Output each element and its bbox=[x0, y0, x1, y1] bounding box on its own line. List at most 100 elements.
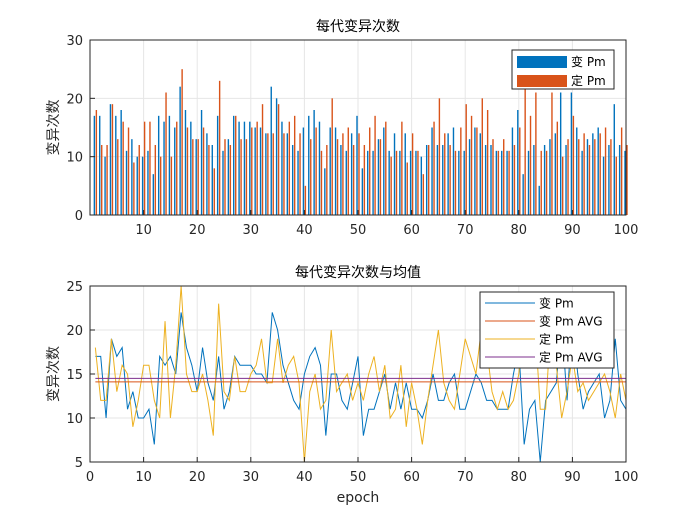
bar-bian-pm bbox=[184, 110, 187, 215]
bar-ding-pm bbox=[524, 86, 526, 216]
bar-bian-pm bbox=[350, 133, 353, 215]
bar-ding-pm bbox=[122, 121, 124, 215]
bar-bian-pm bbox=[484, 145, 487, 215]
bar-bian-pm bbox=[291, 145, 294, 215]
bar-bian-pm bbox=[608, 145, 610, 215]
bar-chart-legend: 变 Pm 定 Pm bbox=[511, 49, 615, 90]
bar-bian-pm bbox=[270, 86, 272, 216]
bar-ding-pm bbox=[438, 98, 441, 215]
bar-bian-pm bbox=[517, 110, 519, 215]
bar-ding-pm bbox=[111, 104, 114, 215]
bar-ding-pm bbox=[411, 133, 414, 215]
bar-ding-pm bbox=[186, 127, 189, 215]
bar-legend-label: 定 Pm bbox=[571, 73, 606, 88]
bar-ding-pm bbox=[620, 127, 623, 215]
line-legend-label: 变 Pm bbox=[539, 296, 574, 311]
bar-ding-pm bbox=[390, 156, 392, 215]
bar-ding-pm bbox=[508, 150, 510, 215]
bar-bian-pm bbox=[297, 150, 299, 215]
bar-bian-pm bbox=[602, 156, 605, 215]
bar-bian-pm bbox=[549, 139, 551, 215]
bar-chart-y-tick-label: 30 bbox=[66, 34, 83, 49]
bar-bian-pm bbox=[420, 156, 423, 215]
bar-bian-pm bbox=[302, 127, 305, 215]
bar-bian-pm bbox=[259, 127, 262, 215]
bar-ding-pm bbox=[401, 121, 403, 215]
bar-ding-pm bbox=[159, 156, 162, 215]
bar-bian-pm bbox=[254, 127, 256, 215]
bar-ding-pm bbox=[336, 139, 339, 215]
line-chart-axes: 0 10 20 30 40 50 60 70 80 90 100 5 10 15 20 25 每代变异次数与均… bbox=[46, 265, 638, 506]
bar-bian-pm bbox=[404, 133, 406, 215]
bar-bian-pm bbox=[281, 121, 283, 215]
bar-chart-y-tick-label: 20 bbox=[66, 92, 83, 107]
line-chart-y-axis-label: 变异次数 bbox=[46, 346, 62, 402]
bar-chart-x-tick-label: 80 bbox=[511, 223, 528, 238]
bar-chart-x-tick-label: 30 bbox=[243, 223, 260, 238]
bar-bian-pm bbox=[115, 115, 117, 215]
line-chart-x-tick-label: 80 bbox=[511, 470, 528, 485]
bar-ding-pm bbox=[476, 127, 478, 215]
bar-ding-pm bbox=[202, 127, 205, 215]
bar-ding-pm bbox=[615, 156, 617, 215]
bar-ding-pm bbox=[170, 156, 173, 215]
bar-chart-x-tick-label: 60 bbox=[403, 223, 420, 238]
bar-bian-pm bbox=[592, 133, 594, 215]
bar-chart-title: 每代变异次数 bbox=[316, 19, 400, 35]
bar-bian-pm bbox=[479, 133, 481, 215]
bar-ding-pm bbox=[358, 133, 360, 215]
bar-ding-pm bbox=[422, 174, 425, 215]
bar-bian-pm bbox=[249, 121, 251, 215]
bar-ding-pm bbox=[213, 168, 215, 215]
line-legend-box bbox=[479, 291, 615, 369]
line-chart-x-tick-label: 40 bbox=[296, 470, 313, 485]
bar-bian-pm bbox=[613, 104, 615, 215]
line-chart-y-tick-label: 15 bbox=[66, 368, 83, 383]
bar-ding-pm bbox=[433, 121, 435, 215]
bar-chart-x-tick-label: 10 bbox=[135, 223, 152, 238]
bar-bian-pm bbox=[452, 127, 455, 215]
bar-ding-pm bbox=[588, 145, 591, 215]
bar-ding-pm bbox=[229, 145, 232, 215]
bar-bian-pm bbox=[543, 145, 546, 215]
bar-bian-pm bbox=[538, 185, 540, 215]
bar-bian-pm bbox=[125, 150, 128, 215]
bar-bian-pm bbox=[377, 139, 380, 215]
bar-ding-pm bbox=[385, 121, 387, 215]
bar-bian-pm bbox=[388, 150, 390, 215]
bar-bian-pm bbox=[415, 150, 417, 215]
bar-chart-y-axis-label: 变异次数 bbox=[46, 100, 62, 156]
bar-ding-pm bbox=[567, 139, 569, 215]
bar-ding-pm bbox=[224, 139, 226, 215]
bar-ding-pm bbox=[519, 127, 521, 215]
bar-ding-pm bbox=[561, 156, 564, 215]
bar-chart-bars bbox=[93, 69, 628, 216]
bar-ding-pm bbox=[347, 127, 349, 215]
bar-bian-pm bbox=[442, 145, 444, 215]
line-chart-x-tick-label: 70 bbox=[457, 470, 474, 485]
line-chart-ticks: 0 10 20 30 40 50 60 70 80 90 100 5 10 15 20 25 bbox=[66, 280, 638, 485]
bar-bian-pm bbox=[211, 145, 213, 215]
bar-ding-pm bbox=[470, 115, 473, 215]
bar-ding-pm bbox=[143, 121, 146, 215]
bar-bian-pm bbox=[195, 139, 197, 215]
bar-chart-axes: 10 20 30 40 50 60 70 80 90 100 0 10 20 30 每代变异次数 变异次数… bbox=[46, 19, 638, 238]
bar-bian-pm bbox=[120, 110, 122, 215]
bar-bian-pm bbox=[559, 92, 562, 215]
line-chart-x-tick-label: 50 bbox=[350, 470, 367, 485]
bar-bian-pm bbox=[174, 127, 176, 215]
line-chart-y-tick-label: 25 bbox=[66, 280, 83, 295]
bar-ding-pm bbox=[192, 139, 194, 215]
bar-bian-pm bbox=[468, 139, 471, 215]
bar-ding-pm bbox=[497, 150, 500, 215]
bar-bian-pm bbox=[490, 145, 492, 215]
bar-ding-pm bbox=[272, 133, 274, 215]
bar-bian-pm bbox=[409, 150, 412, 215]
bar-bian-pm bbox=[324, 168, 326, 215]
bar-legend-label: 变 Pm bbox=[571, 54, 606, 69]
bar-bian-pm bbox=[511, 127, 514, 215]
bar-bian-pm bbox=[93, 115, 96, 215]
bar-ding-pm bbox=[369, 127, 371, 215]
bar-ding-pm bbox=[460, 127, 462, 215]
line-chart-y-tick-label: 10 bbox=[66, 412, 83, 427]
